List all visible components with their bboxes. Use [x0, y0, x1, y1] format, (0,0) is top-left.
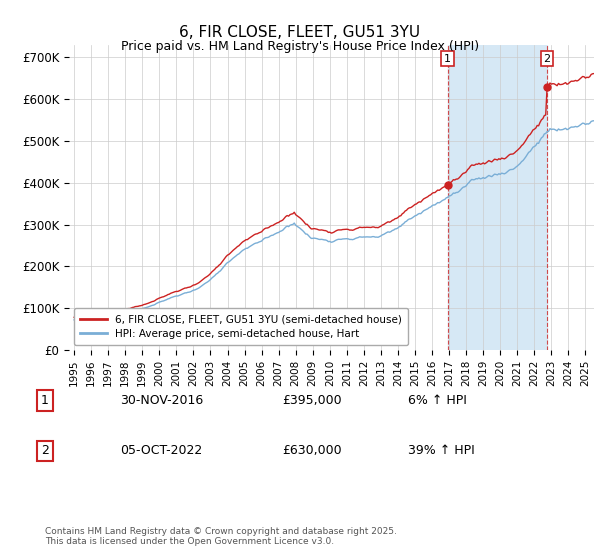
Text: Price paid vs. HM Land Registry's House Price Index (HPI): Price paid vs. HM Land Registry's House …: [121, 40, 479, 53]
Bar: [448, 45, 547, 350]
Text: 05-OCT-2022: 05-OCT-2022: [120, 444, 202, 458]
Text: Contains HM Land Registry data © Crown copyright and database right 2025.
This d: Contains HM Land Registry data © Crown c…: [45, 526, 397, 546]
Text: £630,000: £630,000: [282, 444, 341, 458]
Text: 39% ↑ HPI: 39% ↑ HPI: [408, 444, 475, 458]
Text: 2: 2: [544, 54, 551, 63]
Text: 1: 1: [444, 54, 451, 63]
Text: £395,000: £395,000: [282, 394, 341, 407]
Text: 2: 2: [41, 444, 49, 458]
Legend: 6, FIR CLOSE, FLEET, GU51 3YU (semi-detached house), HPI: Average price, semi-de: 6, FIR CLOSE, FLEET, GU51 3YU (semi-deta…: [74, 308, 408, 345]
Text: 6, FIR CLOSE, FLEET, GU51 3YU: 6, FIR CLOSE, FLEET, GU51 3YU: [179, 25, 421, 40]
Text: 6% ↑ HPI: 6% ↑ HPI: [408, 394, 467, 407]
Text: 1: 1: [41, 394, 49, 407]
Text: 30-NOV-2016: 30-NOV-2016: [120, 394, 203, 407]
